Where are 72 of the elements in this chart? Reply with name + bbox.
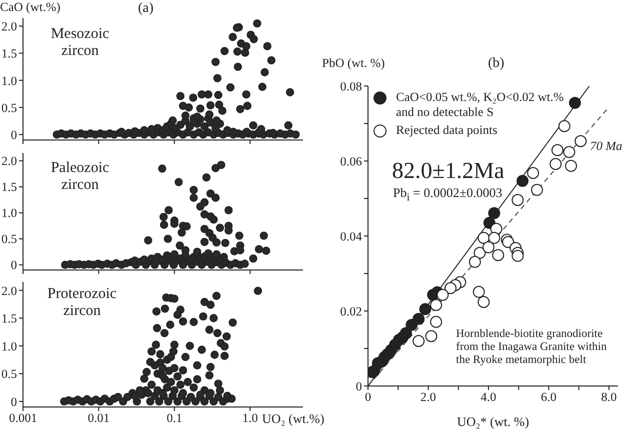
annotation: 70 Ma [590, 139, 622, 154]
y-tick-label: 2.0 [1, 20, 17, 34]
point [478, 296, 490, 308]
y-tick-label: 1.0 [1, 74, 17, 88]
x-tick-label: 6.0 [540, 390, 557, 404]
x-axis-title: UO₂* (wt. %) [456, 414, 530, 430]
point [430, 316, 442, 328]
point [574, 135, 587, 148]
annotation: Mesozoic zircon [50, 26, 110, 60]
annotation: 82.0±1.2Ma [392, 158, 504, 184]
annotation: Paleozoic zircon [50, 160, 110, 194]
x-tick-label: 2.0 [420, 390, 436, 404]
annotation: Proterozoic zircon [46, 286, 118, 320]
y-tick-label: 1.0 [1, 206, 17, 220]
point [430, 299, 442, 311]
point [563, 146, 576, 158]
y-tick-label: 1.5 [1, 312, 17, 326]
x-tick-label: 0 [364, 390, 372, 404]
y-axis-title: CaO (wt.%) [0, 0, 60, 15]
point [492, 249, 504, 262]
point [516, 174, 529, 187]
y-tick-label: 0 [356, 379, 362, 394]
point [558, 120, 570, 132]
point [400, 327, 412, 340]
y-tick-label: 0 [10, 258, 17, 272]
y-tick-label: 0 [10, 128, 17, 142]
y-tick-label: 0.5 [1, 367, 17, 382]
y-tick-label: 0.5 [1, 232, 17, 246]
point [412, 312, 425, 325]
y-axis-title: PbO (wt. %) [322, 56, 385, 71]
point [412, 335, 425, 347]
point [488, 232, 500, 244]
point [468, 256, 481, 268]
x-tick-label: 0.01 [88, 410, 110, 425]
point [568, 96, 581, 109]
x-tick-label: 1.0 [242, 410, 258, 425]
y-tick-label: 0.08 [340, 79, 362, 94]
chart-title: (b) [488, 56, 504, 72]
point [482, 241, 494, 254]
y-tick-label: 1.5 [1, 46, 17, 61]
point [502, 236, 514, 248]
point [512, 250, 524, 262]
point [530, 184, 543, 196]
y-tick-label: 2.0 [1, 154, 17, 168]
point [551, 144, 564, 156]
annotation: Pb$_{i}$ = 0.0002±0.0003 [393, 185, 502, 204]
point [550, 158, 562, 170]
y-tick-label: 0.5 [1, 100, 17, 115]
chart-title: (a) [138, 1, 154, 17]
legend-label: Rejected data points [396, 123, 498, 138]
point [512, 194, 524, 206]
point [527, 167, 540, 179]
point [565, 160, 578, 172]
annotation: Hornblende-biotite granodiorite from the Inagawa Granite within the Ryoke metamorphic belt [456, 328, 608, 368]
point [419, 303, 432, 316]
point [425, 330, 438, 342]
y-tick-label: 0.06 [340, 154, 362, 168]
y-tick-label: 2.0 [1, 284, 17, 298]
y-tick-label: 1.0 [1, 339, 17, 354]
x-tick-label: 4.0 [480, 390, 496, 404]
point [488, 207, 500, 220]
x-axis-title: UO₂ (wt.%) [262, 411, 324, 427]
y-tick-label: 0.04 [340, 229, 363, 244]
legend-label: CaO<0.05 wt.%, K₂O<0.02 wt.% and no detectable S [396, 90, 565, 120]
x-tick-label: 0.1 [166, 410, 182, 425]
y-tick-label: 0.02 [340, 304, 362, 318]
point [472, 286, 485, 298]
x-tick-label: 8.0 [601, 390, 617, 404]
y-tick-label: 1.5 [1, 180, 17, 194]
point [444, 282, 457, 294]
point [436, 288, 449, 301]
x-tick-label: 0.001 [8, 410, 38, 425]
